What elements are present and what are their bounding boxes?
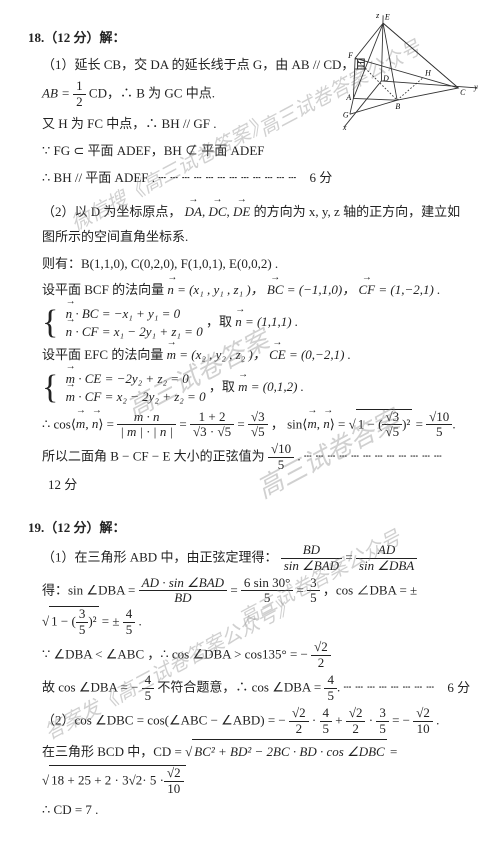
svg-text:E: E bbox=[384, 13, 390, 22]
svg-text:H: H bbox=[424, 69, 432, 78]
p18-2-cos: ∴ cos⟨m, n⟩ = m · n| m | · | n | = 1 + 2… bbox=[28, 409, 472, 441]
p18-2-intro: （2）以 D 为坐标原点， DA, DC, DE 的方向为 x, y, z 轴的… bbox=[28, 200, 472, 249]
p19-2-cd: ∴ CD = 7 . bbox=[28, 798, 472, 823]
p19-1-intro: （1）在三角形 ABD 中，由正弦定理得： BDsin ∠BAD = ADsin… bbox=[28, 543, 472, 574]
svg-text:D: D bbox=[382, 74, 389, 83]
p19-2-tri: 在三角形 BCD 中，CD = √BC² + BD² − 2BC · BD · … bbox=[28, 739, 472, 797]
p18-1-l4: ∵ FG ⊂ 平面 ADEF，BH ⊄ 平面 ADEF bbox=[28, 139, 472, 164]
p19-2-cos: （2）cos ∠DBC = cos(∠ABC − ∠ABD) = − √22 ·… bbox=[28, 706, 472, 737]
svg-text:A: A bbox=[345, 93, 351, 102]
p18-2-concl: 所以二面角 B − CF − E 大小的正弦值为 √105 . ┄┄┄┄┄┄┄┄… bbox=[28, 442, 472, 498]
p19-1-therefore: 故 cos ∠DBA = − 45 不符合题意，∴ cos ∠DBA = 45.… bbox=[28, 673, 472, 704]
p18-1-l5: ∴ BH // 平面 ADEF . ┄┄┄┄┄┄┄┄┄┄┄┄ 6 分 bbox=[28, 166, 472, 191]
svg-text:x: x bbox=[342, 123, 347, 130]
svg-text:y: y bbox=[473, 83, 478, 92]
p18-2-coords: 则有：B(1,1,0), C(0,2,0), F(1,0,1), E(0,0,2… bbox=[28, 252, 472, 277]
p19-1-sin: 得：sin ∠DBA = AD · sin ∠BADBD = 6 sin 30°… bbox=[28, 576, 472, 639]
coordinate-figure: Ez F D AG B H Cy x bbox=[342, 10, 482, 130]
svg-text:z: z bbox=[375, 11, 379, 20]
p18-2-sys1: { n · BC = −x₁ + y₁ = 0 n · CF = x₁ − 2y… bbox=[28, 305, 472, 341]
p18-2-efc: 设平面 EFC 的法向量 m = (x₂ , y₂ , z₂ )， CE = (… bbox=[28, 343, 472, 368]
p19-header: 19.（12 分）解： bbox=[28, 520, 126, 535]
svg-text:C: C bbox=[460, 88, 466, 97]
svg-text:F: F bbox=[347, 51, 353, 60]
svg-text:G: G bbox=[343, 111, 349, 120]
p18-header: 18.（12 分）解： bbox=[28, 30, 126, 45]
p19-1-since: ∵ ∠DBA < ∠ABC ，∴ cos ∠DBA > cos135° = − … bbox=[28, 640, 472, 671]
p18-2-bcf: 设平面 BCF 的法向量 n = (x₁ , y₁ , z₁ )， BC = (… bbox=[28, 278, 472, 303]
svg-text:B: B bbox=[395, 102, 400, 111]
